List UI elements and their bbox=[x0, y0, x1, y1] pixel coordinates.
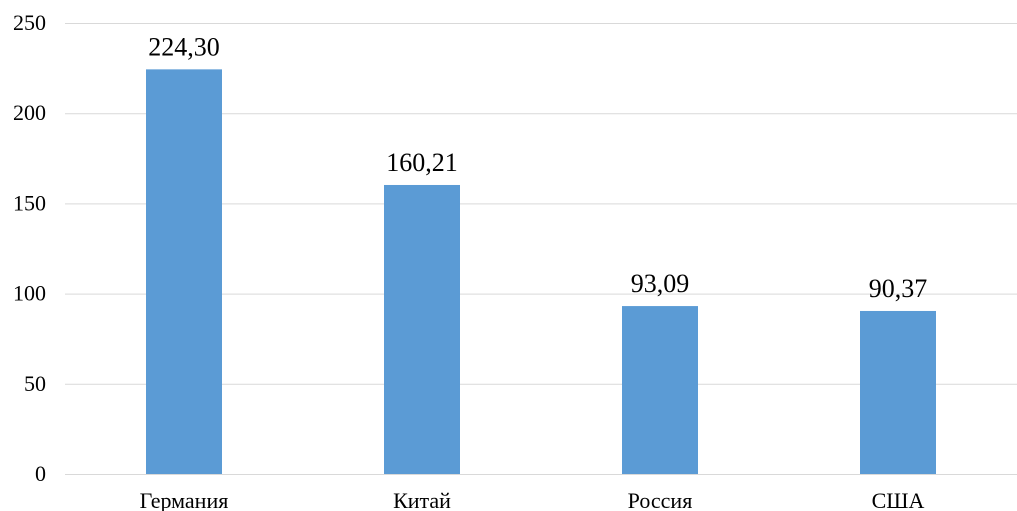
bar-value-label: 93,09 bbox=[631, 269, 690, 298]
y-tick-label: 200 bbox=[13, 100, 46, 125]
bar-value-label: 90,37 bbox=[869, 274, 928, 303]
y-tick-label: 150 bbox=[13, 190, 46, 215]
x-tick-label: Германия bbox=[140, 488, 229, 511]
bar bbox=[146, 69, 222, 474]
bar bbox=[622, 306, 698, 474]
bar-value-label: 224,30 bbox=[148, 32, 220, 61]
y-tick-label: 50 bbox=[24, 371, 46, 396]
data-label-layer: 224,30 160,21 93,09 90,37 bbox=[148, 32, 927, 303]
y-tick-label: 250 bbox=[13, 10, 46, 35]
bar-value-label: 160,21 bbox=[386, 148, 458, 177]
y-tick-label: 100 bbox=[13, 281, 46, 306]
x-tick-label: Китай bbox=[393, 488, 451, 511]
y-axis: 0 50 100 150 200 250 bbox=[13, 10, 46, 486]
bar-layer bbox=[146, 69, 936, 474]
y-tick-label: 0 bbox=[35, 461, 46, 486]
bar bbox=[384, 185, 460, 474]
x-tick-label: США bbox=[872, 488, 925, 511]
x-tick-label: Россия bbox=[628, 488, 693, 511]
x-axis: Германия Китай Россия США bbox=[140, 488, 925, 511]
bar bbox=[860, 311, 936, 474]
